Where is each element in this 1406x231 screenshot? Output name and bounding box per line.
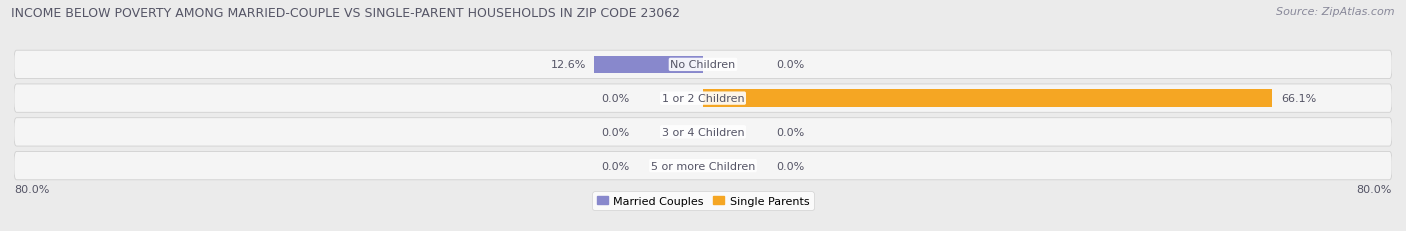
FancyBboxPatch shape — [14, 152, 1392, 180]
Text: 1 or 2 Children: 1 or 2 Children — [662, 94, 744, 104]
Text: 80.0%: 80.0% — [1357, 184, 1392, 194]
Text: 66.1%: 66.1% — [1281, 94, 1316, 104]
FancyBboxPatch shape — [14, 51, 1392, 79]
Text: 0.0%: 0.0% — [776, 127, 804, 137]
Text: 0.0%: 0.0% — [602, 161, 630, 171]
Bar — [703, 90, 1272, 107]
FancyBboxPatch shape — [14, 85, 1392, 113]
FancyBboxPatch shape — [14, 118, 1392, 146]
Text: 0.0%: 0.0% — [776, 161, 804, 171]
Text: 3 or 4 Children: 3 or 4 Children — [662, 127, 744, 137]
Text: 5 or more Children: 5 or more Children — [651, 161, 755, 171]
Bar — [595, 56, 703, 74]
Text: 80.0%: 80.0% — [14, 184, 49, 194]
Text: 0.0%: 0.0% — [776, 60, 804, 70]
Text: 12.6%: 12.6% — [551, 60, 586, 70]
Text: INCOME BELOW POVERTY AMONG MARRIED-COUPLE VS SINGLE-PARENT HOUSEHOLDS IN ZIP COD: INCOME BELOW POVERTY AMONG MARRIED-COUPL… — [11, 7, 681, 20]
Text: 0.0%: 0.0% — [602, 94, 630, 104]
Legend: Married Couples, Single Parents: Married Couples, Single Parents — [592, 191, 814, 210]
Text: Source: ZipAtlas.com: Source: ZipAtlas.com — [1277, 7, 1395, 17]
Text: No Children: No Children — [671, 60, 735, 70]
Text: 0.0%: 0.0% — [602, 127, 630, 137]
